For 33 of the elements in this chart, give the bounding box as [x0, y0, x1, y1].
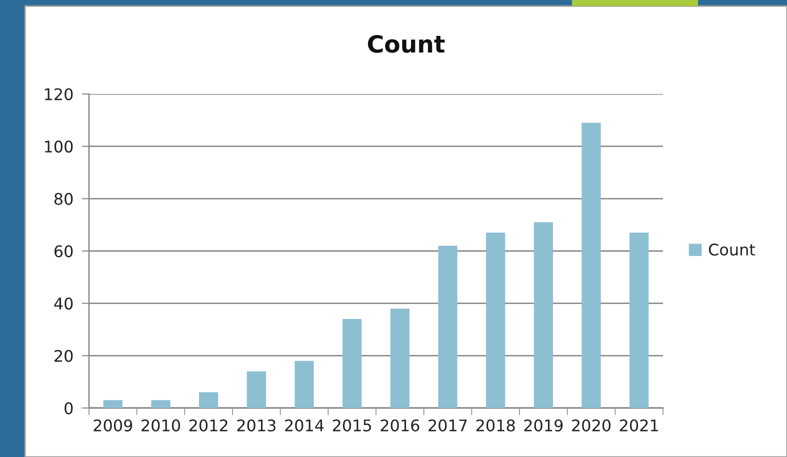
bar [390, 308, 410, 408]
bar [486, 232, 506, 408]
y-tick-label: 80 [54, 192, 73, 205]
y-tick-label: 40 [54, 298, 73, 310]
chart-title: Count [368, 34, 445, 53]
x-tick-label: 2018 [476, 419, 515, 432]
x-tick-label: 2020 [572, 419, 611, 432]
bar [438, 246, 458, 408]
bar [582, 122, 601, 408]
x-tick-label: 2015 [332, 419, 372, 432]
y-tick-label: 120 [44, 88, 73, 100]
x-tick-label: 2016 [380, 419, 420, 432]
x-tick-label: 2019 [524, 419, 563, 432]
bar [630, 232, 649, 408]
y-tick-label: 0 [64, 402, 73, 414]
legend-label: Count [708, 244, 756, 256]
y-tick-label: 100 [44, 140, 73, 153]
bar [246, 371, 266, 408]
y-tick-label: 60 [54, 245, 73, 258]
x-tick-label: 2012 [189, 419, 228, 432]
bar [534, 222, 553, 408]
x-tick-label: 2017 [428, 419, 467, 432]
x-tick-label: 2010 [142, 419, 180, 432]
x-tick-label: 2014 [285, 419, 324, 432]
bar [199, 392, 218, 408]
bar [342, 319, 362, 408]
x-tick-label: 2009 [94, 419, 132, 432]
x-tick-label: 2013 [237, 419, 276, 432]
x-tick-label: 2021 [620, 419, 658, 432]
y-tick-label: 20 [54, 350, 73, 362]
bar [151, 400, 170, 408]
bar [103, 400, 122, 408]
bar [294, 360, 314, 408]
